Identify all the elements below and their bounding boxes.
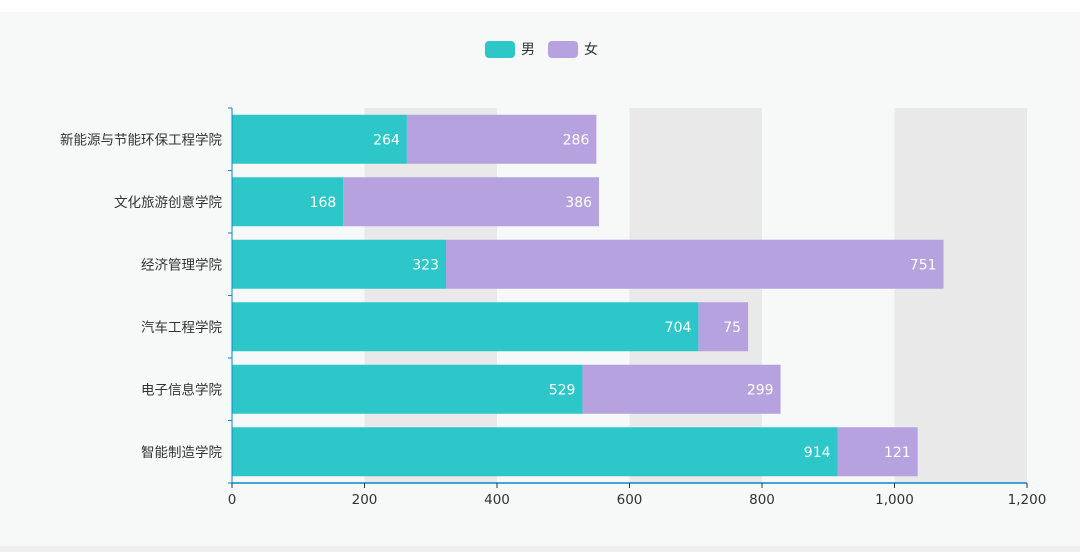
y-tick-label: 汽车工程学院	[141, 319, 222, 336]
bar-label: 386	[565, 195, 592, 211]
x-tick-label: 1,000	[875, 492, 914, 508]
bar-label: 751	[910, 257, 937, 273]
legend: 男 女	[485, 39, 598, 59]
bar-label: 323	[412, 257, 439, 273]
bar-male	[232, 177, 344, 227]
bar-label: 121	[884, 445, 911, 461]
bar-label: 529	[549, 382, 576, 398]
bar-label: 286	[563, 132, 590, 148]
legend-swatch-female[interactable]	[548, 40, 578, 58]
bar-male	[232, 239, 446, 289]
x-tick-label: 200	[352, 492, 378, 508]
bar-female	[343, 177, 600, 227]
x-tick-label: 800	[749, 492, 775, 508]
x-tick-label: 0	[228, 492, 237, 508]
bar-label: 299	[747, 382, 774, 398]
grid-band	[894, 108, 1027, 483]
bar-female	[698, 302, 749, 352]
bar-male	[232, 427, 838, 477]
bar-label: 704	[665, 320, 692, 336]
bar-label: 914	[804, 445, 831, 461]
x-tick-label: 600	[617, 492, 643, 508]
y-tick-label: 经济管理学院	[141, 257, 222, 273]
y-tick-label: 电子信息学院	[141, 381, 222, 398]
bar-label: 264	[373, 132, 400, 148]
y-tick-label: 智能制造学院	[141, 445, 222, 461]
bar-male	[232, 114, 407, 164]
bar-female	[445, 239, 944, 289]
bar-male	[232, 302, 699, 352]
grid-band	[364, 108, 497, 483]
bottom-strip	[0, 546, 1080, 552]
bar-label: 75	[723, 320, 741, 336]
x-tick-label: 1,200	[1008, 492, 1047, 508]
legend-label-male[interactable]: 男	[521, 42, 535, 58]
y-tick-label: 文化旅游创意学院	[114, 194, 222, 211]
grid-band	[629, 108, 762, 483]
y-tick-label: 新能源与节能环保工程学院	[60, 132, 222, 148]
bar-male	[232, 364, 583, 414]
x-tick-label: 400	[484, 492, 510, 508]
legend-label-female[interactable]: 女	[584, 42, 598, 58]
bar-female	[406, 114, 597, 164]
bar-female	[582, 364, 781, 414]
legend-swatch-male[interactable]	[485, 40, 515, 58]
bar-female	[837, 427, 918, 477]
bar-label: 168	[310, 195, 337, 211]
